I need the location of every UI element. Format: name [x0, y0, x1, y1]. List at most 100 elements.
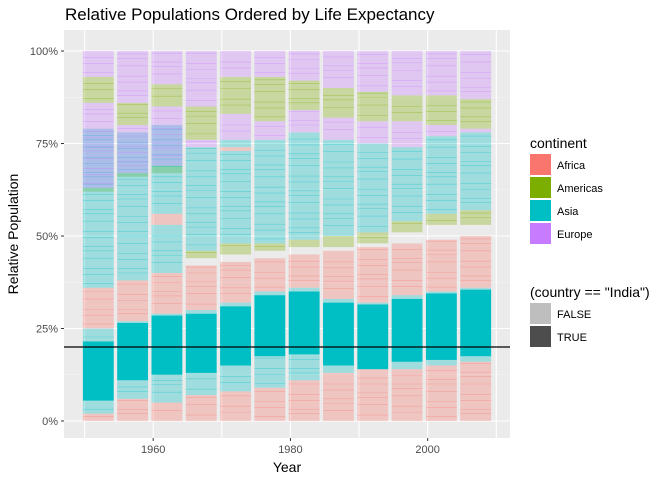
x-axis: 1960 1980 2000 — [141, 438, 440, 456]
bar-segment-americas — [391, 95, 423, 122]
bar-segment-europe — [460, 128, 492, 133]
legend-label: FALSE — [557, 309, 591, 321]
bar-segment-africa — [357, 247, 389, 303]
bar-segment-africa — [357, 369, 389, 421]
bar-segment-asia — [357, 143, 389, 233]
bar-segment-americas — [460, 99, 492, 129]
y-tick-label: 100% — [30, 46, 58, 58]
bar-segment-asia — [288, 132, 320, 240]
legend-key-africa — [530, 154, 551, 175]
bar-segment-europe — [357, 121, 389, 144]
bar-segment-americas — [323, 88, 354, 118]
bar-segment-americas — [82, 187, 114, 192]
bar-segment-europe — [391, 121, 423, 148]
legend-label: TRUE — [557, 332, 587, 344]
bar-segment-asia — [391, 147, 423, 222]
bar-segment-asia — [323, 365, 354, 373]
bar-1987 — [323, 51, 354, 421]
bar-segment-asia — [151, 313, 183, 316]
bar-segment-americas — [220, 243, 251, 255]
legend-title: continent — [530, 135, 587, 151]
y-tick-label: 75% — [36, 139, 58, 151]
bar-segment-europe — [185, 139, 217, 148]
bar-segment-asia — [323, 139, 354, 236]
bar-segment-africa — [323, 250, 354, 299]
legend-key-true — [530, 326, 551, 347]
bar-segment-europe — [288, 110, 320, 133]
bar-segment-africa — [391, 369, 423, 421]
bar-1997 — [391, 51, 423, 421]
legend-label: Europe — [557, 229, 592, 241]
bar-segment-americas — [425, 213, 457, 225]
bar-segment-asia — [391, 361, 423, 370]
x-axis-label: Year — [273, 459, 302, 475]
bar-segment-africa — [220, 261, 251, 303]
bar-segment-europe — [288, 51, 320, 81]
bar-2002 — [425, 51, 457, 421]
bar-segment-americas — [425, 95, 457, 125]
bar-segment-asia — [288, 287, 320, 292]
bar-segment-americas — [357, 91, 389, 122]
bar-segment-africa — [391, 243, 423, 296]
bar-segment-asia — [82, 128, 114, 288]
bar-segment-asia — [323, 298, 354, 303]
bar-segment-europe — [185, 51, 217, 107]
bar-segment-africa — [425, 239, 457, 292]
bar-segment-africa — [288, 254, 320, 288]
bar-segment-africa — [425, 365, 457, 421]
bar-segment-americas — [391, 221, 423, 233]
bar-segment-asia — [254, 356, 286, 388]
bar-segment-africa — [185, 265, 217, 310]
bar-segment-africa — [288, 380, 320, 421]
bar-segment-asia — [254, 139, 286, 244]
x-tick-label: 2000 — [415, 444, 439, 456]
legend-india: (country == "India") FALSE TRUE — [530, 284, 650, 347]
bar-segment-americas — [254, 76, 286, 122]
bar-segment-europe — [82, 102, 114, 188]
bar-segment-india — [117, 322, 149, 381]
bar-segment-europe — [220, 51, 251, 77]
bar-segment-asia — [460, 356, 492, 362]
y-tick-label: 25% — [36, 324, 58, 336]
bar-segment-asia — [460, 132, 492, 211]
bar-segment-india — [82, 341, 114, 401]
bar-segment-asia — [220, 139, 251, 148]
legend-continent: continent Africa Americas Asia Europe — [530, 135, 603, 244]
bar-1952 — [82, 51, 114, 421]
bar-segment-africa — [254, 258, 286, 292]
bar-segment-africa — [220, 147, 251, 151]
chart-title: Relative Populations Ordered by Life Exp… — [65, 5, 435, 24]
bar-1982 — [288, 51, 320, 421]
legends: continent Africa Americas Asia Europe (countr… — [530, 135, 650, 347]
bar-1992 — [357, 51, 389, 421]
bar-segment-asia — [425, 359, 457, 366]
legend-key-americas — [530, 177, 551, 198]
bar-segment-europe — [254, 121, 286, 140]
bar-segment-europe — [151, 51, 183, 85]
bar-1967 — [185, 51, 217, 421]
y-tick-label: 0% — [42, 416, 58, 428]
bar-segment-africa — [323, 372, 354, 421]
bar-segment-asia — [220, 365, 251, 392]
y-tick-label: 50% — [36, 231, 58, 243]
bar-segment-asia — [82, 400, 114, 414]
bar-segment-americas — [254, 243, 286, 251]
bar-segment-africa — [460, 361, 492, 421]
bar-segment-india — [357, 304, 389, 370]
x-tick-label: 1960 — [141, 444, 165, 456]
bar-segment-europe — [151, 106, 183, 166]
bar-segment-india — [425, 293, 457, 360]
bar-segment-europe — [82, 51, 114, 77]
bar-segment-americas — [82, 76, 114, 103]
bar-segment-americas — [185, 106, 217, 140]
bar-segment-asia — [460, 287, 492, 290]
bar-segment-africa — [220, 391, 251, 421]
y-axis-label: Relative Population — [5, 174, 21, 295]
bar-segment-india — [254, 295, 286, 357]
bar-segment-americas — [151, 84, 183, 107]
bar-1972 — [220, 51, 251, 421]
bar-segment-europe — [323, 51, 354, 88]
bar-segment-africa — [117, 280, 149, 322]
bar-segment-europe — [425, 51, 457, 96]
